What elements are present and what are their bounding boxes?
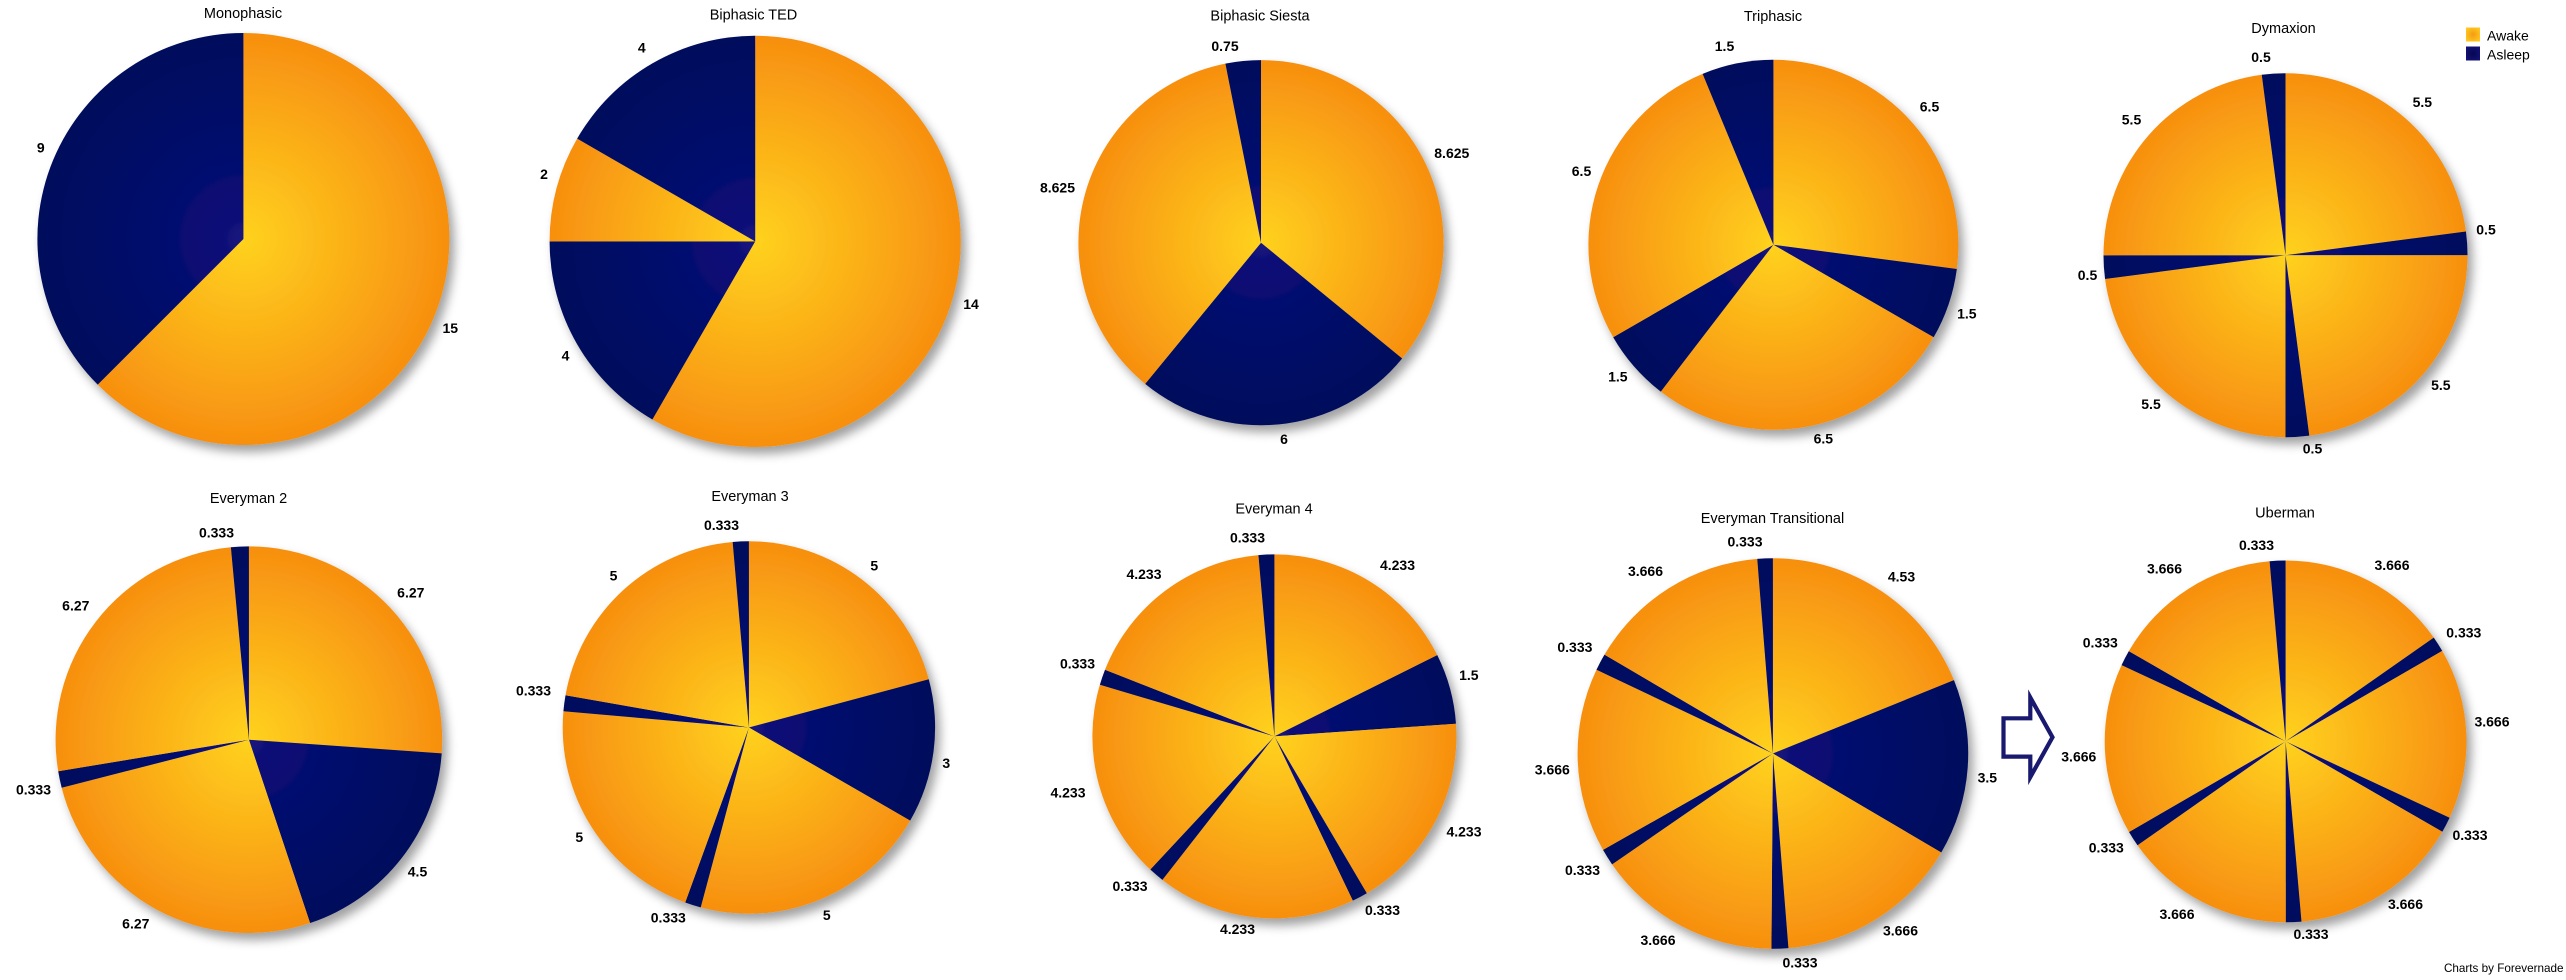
svg-text:2: 2 bbox=[540, 166, 548, 182]
svg-text:0.333: 0.333 bbox=[199, 524, 234, 540]
svg-text:6.5: 6.5 bbox=[1572, 163, 1592, 179]
svg-text:3.666: 3.666 bbox=[2374, 557, 2409, 573]
svg-text:Uberman: Uberman bbox=[2255, 506, 2315, 522]
svg-text:0.333: 0.333 bbox=[1727, 533, 1762, 549]
svg-text:14: 14 bbox=[963, 296, 979, 312]
svg-text:3.666: 3.666 bbox=[1883, 922, 1918, 938]
svg-text:0.75: 0.75 bbox=[1211, 38, 1238, 54]
svg-text:3.666: 3.666 bbox=[2147, 560, 2182, 576]
svg-text:0.333: 0.333 bbox=[2293, 926, 2328, 942]
svg-text:3.5: 3.5 bbox=[1978, 769, 1998, 785]
svg-text:0.333: 0.333 bbox=[16, 781, 51, 797]
svg-text:4.233: 4.233 bbox=[1446, 824, 1481, 840]
svg-text:5.5: 5.5 bbox=[2413, 94, 2433, 110]
svg-text:0.5: 0.5 bbox=[2251, 49, 2271, 65]
svg-text:3.666: 3.666 bbox=[2061, 748, 2096, 764]
svg-text:Charts by Forevernade: Charts by Forevernade bbox=[2444, 962, 2564, 975]
svg-text:5: 5 bbox=[575, 829, 583, 845]
svg-text:4.233: 4.233 bbox=[1220, 921, 1255, 937]
svg-text:Everyman 3: Everyman 3 bbox=[711, 489, 788, 505]
svg-text:6.5: 6.5 bbox=[1814, 431, 1834, 447]
svg-text:1.5: 1.5 bbox=[1715, 38, 1735, 54]
svg-text:3.666: 3.666 bbox=[2159, 906, 2194, 922]
svg-text:0.333: 0.333 bbox=[2446, 624, 2481, 640]
svg-text:0.333: 0.333 bbox=[1060, 655, 1095, 671]
svg-text:0.333: 0.333 bbox=[1782, 954, 1817, 970]
svg-text:4.233: 4.233 bbox=[1126, 566, 1161, 582]
svg-text:3.666: 3.666 bbox=[1535, 762, 1570, 778]
svg-text:15: 15 bbox=[443, 320, 459, 336]
svg-text:6.27: 6.27 bbox=[62, 598, 89, 614]
svg-text:3: 3 bbox=[942, 755, 950, 771]
svg-text:4.233: 4.233 bbox=[1380, 557, 1415, 573]
svg-text:6.5: 6.5 bbox=[1920, 98, 1940, 114]
svg-text:0.333: 0.333 bbox=[2089, 839, 2124, 855]
svg-text:0.333: 0.333 bbox=[1230, 529, 1265, 545]
svg-text:Everyman 4: Everyman 4 bbox=[1235, 502, 1312, 518]
svg-text:1.5: 1.5 bbox=[1608, 369, 1628, 385]
svg-text:5: 5 bbox=[870, 557, 878, 573]
svg-text:4: 4 bbox=[638, 39, 646, 55]
svg-text:0.333: 0.333 bbox=[516, 682, 551, 698]
svg-text:0.333: 0.333 bbox=[1112, 878, 1147, 894]
svg-text:Monophasic: Monophasic bbox=[204, 6, 282, 22]
svg-text:3.666: 3.666 bbox=[1640, 932, 1675, 948]
svg-text:5.5: 5.5 bbox=[2122, 112, 2142, 128]
svg-text:Triphasic: Triphasic bbox=[1744, 9, 1802, 25]
svg-text:3.666: 3.666 bbox=[2388, 896, 2423, 912]
svg-text:4: 4 bbox=[562, 347, 570, 363]
svg-text:6.27: 6.27 bbox=[397, 585, 424, 601]
svg-text:5: 5 bbox=[610, 567, 618, 583]
svg-text:6.27: 6.27 bbox=[122, 915, 149, 931]
svg-text:0.5: 0.5 bbox=[2078, 267, 2098, 283]
svg-text:Everyman 2: Everyman 2 bbox=[210, 491, 287, 507]
svg-text:0.333: 0.333 bbox=[704, 517, 739, 533]
svg-text:Everyman Transitional: Everyman Transitional bbox=[1701, 511, 1844, 527]
svg-text:8.625: 8.625 bbox=[1434, 145, 1469, 161]
svg-text:3.666: 3.666 bbox=[2474, 713, 2509, 729]
svg-text:4.53: 4.53 bbox=[1888, 568, 1915, 584]
svg-text:5: 5 bbox=[823, 907, 831, 923]
svg-text:Dymaxion: Dymaxion bbox=[2251, 21, 2315, 37]
svg-text:1.5: 1.5 bbox=[1957, 306, 1977, 322]
svg-text:3.666: 3.666 bbox=[1628, 563, 1663, 579]
svg-text:0.333: 0.333 bbox=[651, 909, 686, 925]
svg-text:0.333: 0.333 bbox=[1557, 639, 1592, 655]
svg-text:0.5: 0.5 bbox=[2476, 222, 2496, 238]
svg-text:Asleep: Asleep bbox=[2487, 47, 2530, 63]
svg-text:6: 6 bbox=[1280, 431, 1288, 447]
svg-text:4.233: 4.233 bbox=[1050, 784, 1085, 800]
svg-text:0.333: 0.333 bbox=[2083, 634, 2118, 650]
svg-text:4.5: 4.5 bbox=[408, 863, 428, 879]
svg-text:0.333: 0.333 bbox=[1565, 862, 1600, 878]
svg-text:5.5: 5.5 bbox=[2141, 396, 2161, 412]
svg-text:1.5: 1.5 bbox=[1459, 667, 1479, 683]
svg-text:0.333: 0.333 bbox=[2239, 537, 2274, 553]
svg-text:5.5: 5.5 bbox=[2431, 377, 2451, 393]
svg-text:0.333: 0.333 bbox=[2452, 827, 2487, 843]
svg-text:9: 9 bbox=[37, 140, 45, 156]
svg-text:Biphasic Siesta: Biphasic Siesta bbox=[1210, 9, 1310, 25]
svg-text:8.625: 8.625 bbox=[1040, 180, 1075, 196]
svg-text:0.5: 0.5 bbox=[2303, 441, 2323, 457]
svg-text:Biphasic TED: Biphasic TED bbox=[710, 8, 798, 24]
svg-text:0.333: 0.333 bbox=[1365, 902, 1400, 918]
svg-text:Awake: Awake bbox=[2487, 28, 2529, 44]
